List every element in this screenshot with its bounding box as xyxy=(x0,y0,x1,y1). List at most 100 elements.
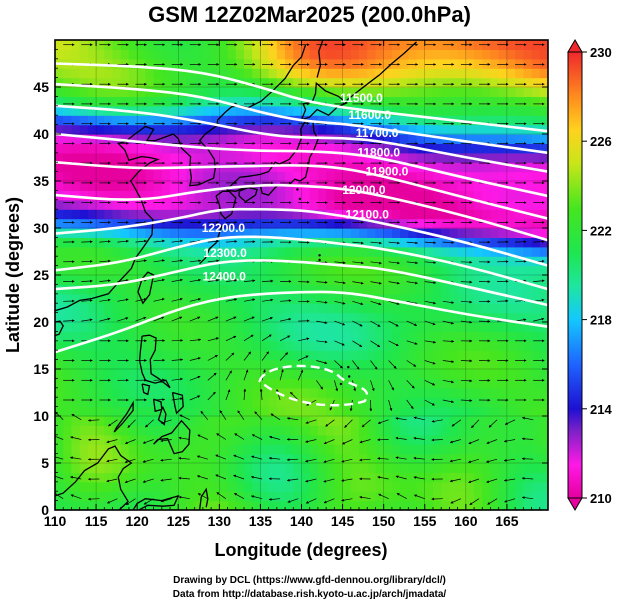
wind-arrow xyxy=(108,419,118,427)
wind-arrow xyxy=(178,456,190,460)
wind-arrow xyxy=(424,300,437,305)
wind-arrow xyxy=(488,419,498,428)
wind-arrow xyxy=(270,413,281,421)
wind-arrow xyxy=(215,474,227,480)
wind-arrow xyxy=(251,455,263,460)
wind-arrow xyxy=(189,357,201,361)
wind-arrow xyxy=(268,456,281,460)
wind-arrow xyxy=(424,399,435,406)
island xyxy=(347,365,350,369)
wind-arrow xyxy=(406,241,419,245)
wind-arrow xyxy=(450,498,462,504)
wind-arrow xyxy=(451,419,462,427)
wind-arrow xyxy=(171,278,183,282)
wind-arrow xyxy=(287,498,299,503)
wind-arrow xyxy=(359,439,371,444)
wind-arrow xyxy=(171,397,184,401)
wind-arrow xyxy=(243,279,256,283)
wind-arrow xyxy=(359,458,371,462)
wind-arrow xyxy=(388,261,400,265)
wind-arrow xyxy=(262,279,274,283)
wind-arrow xyxy=(442,241,455,244)
wind-arrow xyxy=(316,280,328,284)
wind-arrow xyxy=(305,498,317,504)
wind-arrow xyxy=(196,475,208,480)
wind-arrow xyxy=(298,355,309,361)
wind-arrow xyxy=(413,416,425,421)
wind-arrow xyxy=(117,239,129,243)
island xyxy=(318,254,321,257)
coast-kyushu xyxy=(215,190,237,220)
credit-data: Data from http://database.rish.kyoto-u.a… xyxy=(172,589,447,600)
wind-arrow xyxy=(361,419,371,428)
wind-arrow xyxy=(124,439,136,445)
contour-11700 xyxy=(55,104,548,173)
y-axis-label: Latitude (degrees) xyxy=(3,197,23,353)
wind-arrow xyxy=(352,261,364,265)
wind-arrow xyxy=(124,478,136,484)
wind-arrow xyxy=(370,360,378,370)
y-axis: 0 5 10 15 20 25 30 35 40 45 xyxy=(33,49,548,518)
wind-arrow xyxy=(243,316,255,322)
wind-arrow xyxy=(160,419,172,424)
colorbar-tick-label: 222 xyxy=(590,223,612,238)
x-tick-label: 135 xyxy=(249,513,273,529)
wind-arrow xyxy=(442,379,455,384)
wind-arrow xyxy=(71,413,82,421)
coast-shikoku xyxy=(238,186,258,203)
wind-arrow xyxy=(70,436,82,440)
wind-arrow xyxy=(259,388,263,401)
colorbar-max-triangle xyxy=(567,39,583,53)
colorbar-min-triangle xyxy=(567,497,583,511)
wind-arrow xyxy=(449,478,461,483)
wind-arrow xyxy=(323,439,335,445)
wind-arrow xyxy=(395,475,407,480)
wind-arrow xyxy=(521,457,534,461)
wind-arrow xyxy=(424,320,436,326)
wind-arrow xyxy=(388,320,399,327)
wind-arrow xyxy=(207,278,220,282)
wind-arrow xyxy=(469,498,480,505)
coast-kurils xyxy=(346,41,417,101)
island xyxy=(318,258,321,262)
wind-arrow xyxy=(135,298,147,302)
wind-arrow xyxy=(290,391,299,401)
wind-arrow xyxy=(189,375,201,381)
wind-arrow xyxy=(424,340,437,344)
wind-arrow xyxy=(352,300,364,306)
wind-arrow xyxy=(171,339,184,342)
contour-11500 xyxy=(55,62,548,133)
wind-arrow xyxy=(135,316,147,322)
y-tick-label: 0 xyxy=(41,502,49,518)
wind-arrow xyxy=(81,240,93,244)
wind-arrow xyxy=(219,410,227,420)
wind-arrow xyxy=(106,458,118,463)
wind-arrow xyxy=(243,369,249,381)
contour-label: 12400.0 xyxy=(203,270,247,284)
contour-label: 11900.0 xyxy=(366,164,409,178)
wind-arrow xyxy=(234,433,245,440)
wind-arrow xyxy=(135,259,147,263)
wind-arrow xyxy=(352,340,363,347)
contour-high-closed xyxy=(258,364,369,407)
wind-arrow xyxy=(254,411,263,421)
island xyxy=(296,188,299,191)
wind-arrow xyxy=(316,380,323,390)
wind-arrow xyxy=(388,241,400,245)
contour-11800 xyxy=(55,132,548,198)
wind-arrow xyxy=(233,493,245,500)
wind-arrow xyxy=(225,370,232,381)
wind-arrow xyxy=(468,478,480,484)
coast-borneo xyxy=(55,445,133,510)
contour-label: 11700.0 xyxy=(356,126,399,140)
contour-12300 xyxy=(55,259,548,307)
wind-arrow xyxy=(189,259,202,263)
wind-vectors xyxy=(55,43,545,505)
wind-arrow xyxy=(81,259,93,263)
wind-arrow xyxy=(153,297,165,302)
wind-arrow xyxy=(349,399,353,412)
wind-arrow xyxy=(171,358,184,362)
wind-arrow xyxy=(279,335,291,342)
x-tick-label: 150 xyxy=(372,513,396,529)
wind-arrow xyxy=(127,419,136,428)
